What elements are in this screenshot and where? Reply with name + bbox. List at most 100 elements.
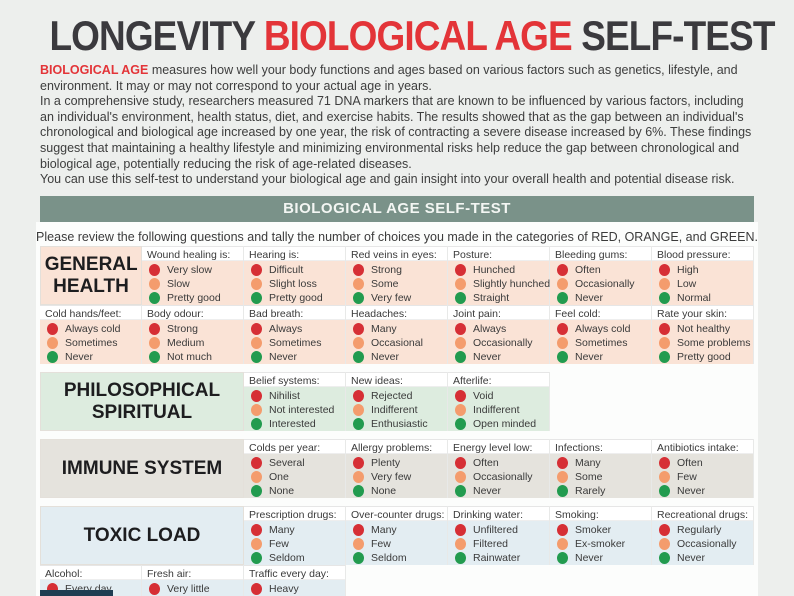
red-dot-icon (251, 524, 262, 536)
green-dot-icon (353, 292, 364, 304)
option-row: Always (244, 322, 345, 336)
option-row: None (346, 484, 447, 498)
option-row: Pretty good (142, 291, 243, 305)
green-dot-icon (557, 351, 568, 363)
option-row: Seldom (244, 551, 345, 565)
option-label: Few (677, 471, 697, 483)
option-label: One (269, 471, 289, 483)
red-dot-icon (251, 323, 262, 335)
green-dot-icon (455, 351, 466, 363)
option-row: Interested (244, 417, 345, 431)
option-list: Many Occasional Never (346, 320, 447, 364)
option-label: Never (65, 351, 94, 363)
option-label: Occasional (371, 337, 423, 349)
option-row: Never (244, 350, 345, 364)
option-list: Many Few Seldom (346, 521, 447, 565)
question-title: Smoking: (550, 506, 651, 521)
option-label: Unfiltered (473, 524, 518, 536)
question-cell: Antibiotics intake: Often Few Never (652, 439, 754, 498)
red-dot-icon (353, 323, 364, 335)
option-label: High (677, 264, 699, 276)
question-title: Alcohol: (40, 565, 141, 580)
option-list: Hunched Slightly hunched Straight (448, 261, 550, 305)
question-cell: New ideas: Rejected Indifferent Enthusiasti… (346, 372, 448, 431)
option-row: Very slow (142, 263, 243, 277)
option-label: Never (677, 485, 706, 497)
option-list: Difficult Slight loss Pretty good (244, 261, 345, 305)
question-cell: Red veins in eyes: Strong Some Very few (346, 246, 448, 305)
orange-dot-icon (659, 278, 670, 290)
question-title: Energy level low: (448, 439, 549, 454)
question-cell: Headaches: Many Occasional Never (346, 305, 448, 364)
option-label: Rejected (371, 390, 413, 402)
option-row: Strong (142, 322, 243, 336)
option-row: Many (346, 523, 447, 537)
option-row: Very few (346, 291, 447, 305)
option-row: Rejected (346, 389, 447, 403)
section-row: Cold hands/feet: Always cold Sometimes Neve… (40, 305, 758, 364)
option-row: Indifferent (346, 403, 447, 417)
sections: GENERAL HEALTH Wound healing is: Very slow… (36, 246, 758, 596)
option-label: Never (677, 552, 706, 564)
option-list: Several One None (244, 454, 345, 498)
option-row: Rainwater (448, 551, 549, 565)
orange-dot-icon (455, 538, 466, 550)
red-dot-icon (251, 583, 262, 595)
option-row: Difficult (244, 263, 345, 277)
intro-paragraph-2: In a comprehensive study, researchers me… (40, 94, 752, 171)
question-title: Over-counter drugs: (346, 506, 447, 521)
question-title: New ideas: (346, 372, 447, 387)
title-part-biological-age: BIOLOGICAL AGE (263, 12, 573, 59)
orange-dot-icon (353, 471, 364, 483)
option-row: Always cold (550, 322, 651, 336)
orange-dot-icon (251, 538, 262, 550)
green-dot-icon (251, 552, 262, 564)
green-dot-icon (455, 292, 466, 304)
green-dot-icon (353, 351, 364, 363)
instruction-text: Please review the following questions an… (36, 230, 758, 244)
option-row: None (244, 484, 345, 498)
option-label: Medium (167, 337, 205, 349)
option-row: Never (448, 484, 549, 498)
option-label: Hunched (473, 264, 516, 276)
question-title: Red veins in eyes: (346, 246, 447, 261)
option-label: Slow (167, 278, 190, 290)
question-title: Afterlife: (448, 372, 549, 387)
option-list: Always cold Sometimes Never (40, 320, 141, 364)
option-label: Indifferent (371, 404, 418, 416)
option-label: Rarely (575, 485, 606, 497)
option-row: Very little (142, 582, 243, 596)
question-cell: Posture: Hunched Slightly hunched Straight (448, 246, 550, 305)
orange-dot-icon (353, 538, 364, 550)
option-label: Few (269, 538, 289, 550)
orange-dot-icon (659, 337, 670, 349)
section-philosophical-spiritual: PHILOSOPHICAL SPIRITUAL Belief systems: Ni… (40, 372, 758, 431)
orange-dot-icon (149, 278, 160, 290)
option-list: Often Occasionally Never (550, 261, 651, 305)
question-cell: Recreational drugs: Regularly Occasionally… (652, 506, 754, 565)
option-label: Never (473, 351, 502, 363)
green-dot-icon (47, 351, 58, 363)
green-dot-icon (353, 418, 364, 430)
red-dot-icon (149, 583, 160, 595)
option-label: Occasionally (677, 538, 737, 550)
orange-dot-icon (557, 471, 568, 483)
orange-dot-icon (557, 538, 568, 550)
option-label: Seldom (269, 552, 305, 564)
question-cell: Allergy problems: Plenty Very few None (346, 439, 448, 498)
section-immune-system: IMMUNE SYSTEM Colds per year: Several One No… (40, 439, 758, 498)
option-row: Some problems (652, 336, 753, 350)
option-row: Open minded (448, 417, 549, 431)
option-row: Slow (142, 277, 243, 291)
intro-paragraph-1-rest: measures how well your body functions an… (40, 63, 738, 93)
option-row: Seldom (346, 551, 447, 565)
title-part-longevity: LONGEVITY (49, 12, 264, 59)
option-row: Never (652, 484, 753, 498)
option-list: High Low Normal (652, 261, 753, 305)
question-cell: Bad breath: Always Sometimes Never (244, 305, 346, 364)
question-title: Belief systems: (244, 372, 345, 387)
red-dot-icon (659, 524, 670, 536)
option-label: Never (473, 485, 502, 497)
title-part-self-test: SELF-TEST (571, 12, 775, 59)
